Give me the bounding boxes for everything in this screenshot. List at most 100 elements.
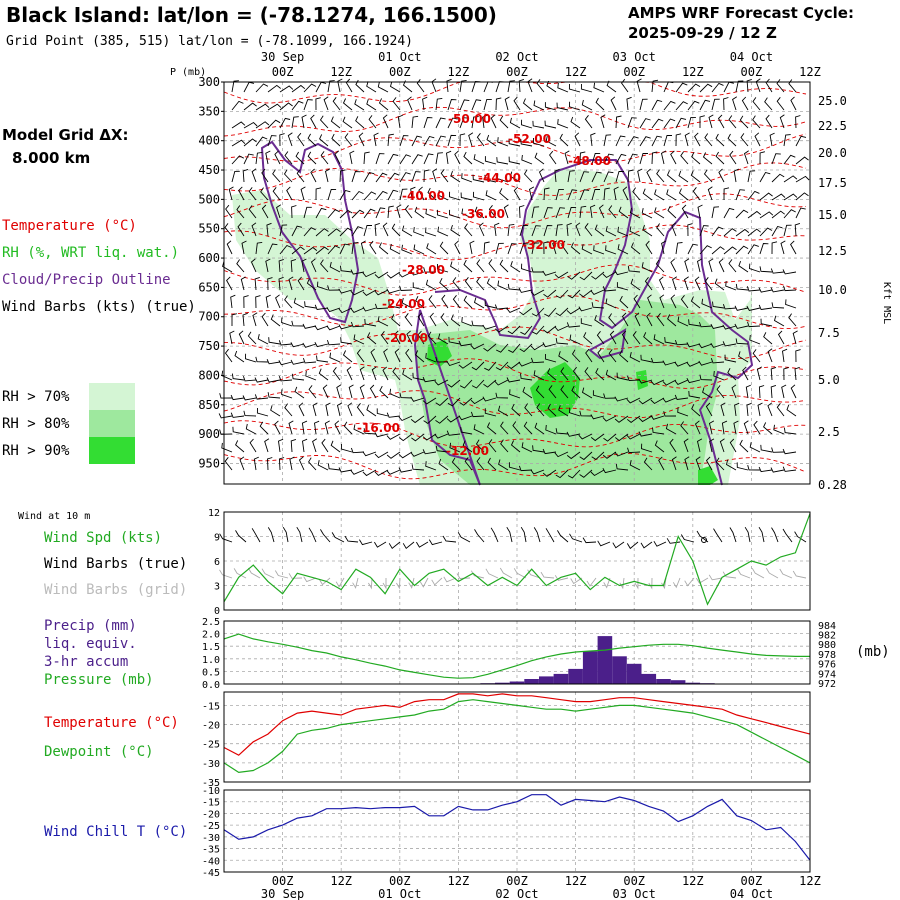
wind-barb [478, 222, 485, 237]
wind-barb [337, 78, 343, 93]
wind-barb [294, 386, 305, 399]
wind-barb [326, 325, 341, 331]
wind-barb [344, 133, 353, 147]
wind-barb [497, 405, 509, 417]
wind-barb [484, 156, 497, 165]
wind-barb [608, 313, 617, 327]
wind-barb [415, 350, 425, 363]
wind-barb [650, 357, 665, 364]
wind-barb [555, 307, 569, 317]
wind-barb [231, 80, 239, 93]
wind-barb [495, 392, 509, 399]
wind-barb [265, 150, 271, 165]
wind-barb-grid [288, 573, 303, 579]
wind-barb [638, 415, 653, 423]
wind-barb [356, 349, 365, 363]
wind-barb [286, 186, 293, 201]
wind-barb [694, 420, 701, 435]
wind-chill-line [223, 794, 811, 861]
wind-barb [777, 330, 785, 345]
wind-barb [644, 277, 653, 291]
wind-barb [665, 423, 677, 435]
pressure-ytick-6: 984 [818, 621, 836, 632]
wind-barb [374, 451, 389, 459]
wind-barb [219, 429, 233, 435]
wind-barb [399, 172, 411, 183]
wind-barb [594, 315, 605, 327]
wind-barb [711, 226, 724, 237]
wind-barb [364, 318, 377, 327]
pressure-tick-2: 400 [198, 134, 220, 148]
wind-barb [278, 360, 293, 366]
wind-barb [439, 277, 449, 291]
wind-barb [339, 189, 351, 201]
wind-barb [270, 314, 281, 327]
wind-barb [487, 457, 497, 471]
wind-barb-grid [527, 569, 541, 579]
wind-barb [771, 447, 785, 453]
wind-barb [470, 343, 485, 350]
wind-barb [646, 312, 653, 327]
wind-barb [636, 78, 642, 93]
wind-barb [522, 98, 533, 111]
pressure-axis-label: P (mb) [170, 67, 206, 78]
wind-barb [435, 117, 446, 129]
wind-barb [595, 97, 605, 111]
wind-barb [533, 100, 545, 111]
wind-barb [771, 241, 778, 255]
isotherm-label-0: -50.00 [448, 112, 491, 126]
wind-barb [581, 99, 593, 111]
wind-barb [415, 296, 425, 309]
wind-barb [471, 379, 485, 389]
wind-barb [795, 207, 806, 219]
wind-barb [513, 186, 521, 201]
wind-barb [422, 96, 428, 111]
isotherm-12 [223, 453, 807, 480]
wind-barb [555, 289, 569, 299]
wind-barb-grid [368, 577, 373, 590]
wind-barb [279, 133, 285, 147]
wind-barb [662, 379, 677, 386]
wind-barb [656, 169, 665, 183]
wind-barb [387, 205, 394, 219]
wind-barb [374, 303, 389, 310]
wind-barb [555, 207, 565, 219]
wind-barb [783, 154, 796, 165]
chill-ytick-4: -25 [202, 821, 220, 832]
wind-barb [446, 430, 461, 436]
wind-barb [386, 412, 401, 418]
wind-barb [722, 341, 737, 347]
wind-barb [723, 187, 730, 201]
wind-barb [315, 81, 327, 93]
precip-bar [509, 681, 525, 684]
wind-barb [242, 168, 249, 183]
wind-barb [319, 134, 329, 147]
wind-barb [543, 289, 557, 298]
wind-barb [224, 223, 233, 237]
wind-barb [370, 348, 377, 363]
wind-barb-grid [513, 568, 527, 579]
wind-barb [508, 462, 521, 471]
wind-barb [243, 102, 257, 111]
wind-barb [350, 289, 365, 296]
wind-barb [663, 118, 676, 129]
wind-barb [699, 99, 711, 111]
wind-barb-true [545, 528, 555, 543]
wind-barb [423, 117, 433, 129]
wind-barb [374, 271, 389, 279]
wind-barb [332, 367, 341, 381]
wind-barb [534, 152, 545, 165]
wind-barb [670, 258, 677, 273]
wind-barb [406, 330, 413, 345]
wind-barb [464, 277, 473, 291]
wind-barb [729, 150, 737, 165]
wind-barb-true [442, 535, 457, 543]
wind-barb [795, 349, 801, 363]
wind-barb [688, 390, 701, 399]
wind-barb [602, 286, 617, 292]
wind-barb [542, 342, 557, 348]
wind-barb [566, 222, 572, 237]
wind-barb [746, 286, 761, 292]
